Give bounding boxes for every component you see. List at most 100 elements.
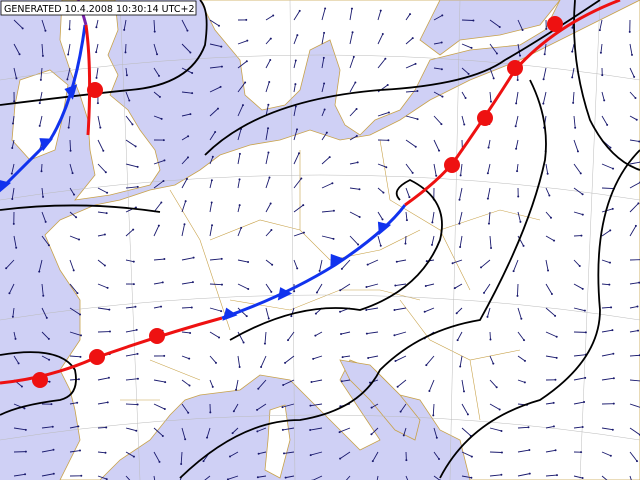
wind-arrow (573, 401, 585, 405)
wind-arrow-head (79, 355, 82, 358)
wind-arrow-head (42, 294, 45, 297)
wind-arrow (545, 259, 549, 271)
wind-arrow-head (104, 451, 107, 454)
wind-arrow (12, 115, 15, 124)
wind-arrow (153, 379, 166, 383)
wind-arrow-head (187, 411, 190, 414)
wind-arrow-head (579, 172, 582, 175)
wind-arrow (321, 32, 325, 45)
wind-arrow-head (384, 57, 387, 60)
wind-arrow-head (571, 50, 574, 53)
wind-arrow-head (462, 390, 465, 393)
wind-arrow-head (423, 310, 426, 313)
wind-arrow-head (370, 406, 373, 409)
wind-arrow-head (20, 385, 23, 388)
wind-arrow-head (341, 356, 344, 359)
wind-arrow-head (555, 474, 558, 477)
wind-arrow (95, 19, 99, 28)
wind-arrow-head (103, 264, 106, 267)
wind-arrow-head (136, 352, 139, 355)
wind-arrow-head (153, 30, 156, 33)
wind-arrow-head (132, 283, 135, 286)
wind-arrow (395, 355, 407, 362)
wind-arrow (41, 426, 53, 429)
wind-arrow (125, 451, 135, 458)
wind-arrow-head (51, 425, 54, 428)
wind-arrow (209, 355, 217, 364)
wind-arrow-head (633, 75, 636, 78)
wind-arrow-head (438, 149, 441, 152)
wind-arrow-head (385, 166, 388, 169)
warm-front-bump (547, 16, 563, 32)
wind-arrow-head (516, 78, 519, 81)
wind-arrow-head (606, 123, 609, 126)
wind-arrow (433, 163, 437, 176)
wind-arrow (265, 15, 274, 21)
wind-arrow-head (555, 335, 558, 338)
wind-arrow (125, 163, 138, 168)
wind-arrow-head (290, 315, 293, 318)
wind-arrow (629, 203, 639, 213)
wind-arrow (97, 259, 106, 266)
wind-arrow (321, 156, 330, 165)
wind-arrow-head (106, 191, 109, 194)
wind-arrow-head (163, 354, 166, 357)
wind-arrow-head (428, 390, 431, 393)
wind-arrow-head (310, 381, 313, 384)
wind-arrow (284, 355, 295, 364)
wind-arrow-head (338, 431, 341, 434)
wind-arrow (321, 57, 325, 69)
cold-front-barb (0, 180, 12, 193)
wind-arrow-head (216, 107, 219, 110)
wind-arrow (461, 43, 472, 49)
wind-arrow-head (309, 429, 312, 432)
wind-arrow-head (451, 262, 454, 265)
wind-arrow (573, 475, 583, 479)
wind-arrow-head (102, 149, 105, 152)
wind-arrow-head (581, 425, 584, 428)
wind-arrow (349, 56, 355, 69)
wind-arrow-head (132, 228, 135, 231)
wind-arrow-head (23, 407, 26, 410)
wind-arrow-head (612, 167, 615, 170)
wind-arrow-head (11, 315, 14, 318)
wind-arrow-head (5, 267, 8, 270)
wind-arrow (310, 451, 323, 456)
wind-arrow-head (24, 450, 27, 453)
wind-arrow-head (48, 358, 51, 361)
wind-arrow (433, 14, 443, 21)
wind-arrow-head (44, 29, 47, 32)
wind-arrow (629, 282, 640, 285)
wind-arrow-head (108, 330, 111, 333)
wind-arrow (209, 331, 220, 338)
wind-arrow-head (14, 337, 17, 340)
isobar (204, 0, 601, 156)
wind-arrow (97, 187, 108, 194)
wind-arrow (405, 211, 408, 221)
wind-arrow (433, 67, 442, 70)
wind-arrow (517, 283, 519, 296)
wind-arrow-head (298, 152, 301, 155)
wind-arrow (68, 115, 71, 128)
wind-arrow-head (456, 339, 459, 342)
wind-arrow-head (210, 179, 213, 182)
wind-arrow-head (438, 458, 441, 461)
wind-arrow-head (13, 100, 16, 103)
wind-arrow-head (245, 315, 248, 318)
wind-arrow-head (158, 460, 161, 463)
wind-arrow (13, 331, 16, 339)
wind-arrow-head (550, 293, 553, 296)
wind-arrow (69, 283, 78, 294)
wind-arrow (293, 10, 301, 21)
wind-arrow (489, 427, 502, 432)
wind-arrow (41, 163, 43, 172)
cold-front-barb (377, 221, 392, 236)
wind-arrow (573, 139, 579, 152)
wind-arrow-head (245, 60, 248, 63)
wind-arrow (629, 225, 637, 237)
wind-arrow-head (300, 177, 303, 180)
wind-arrow (69, 378, 80, 381)
wind-arrow-head (608, 283, 611, 286)
wind-arrow-head (136, 185, 139, 188)
wind-arrow (457, 331, 463, 341)
